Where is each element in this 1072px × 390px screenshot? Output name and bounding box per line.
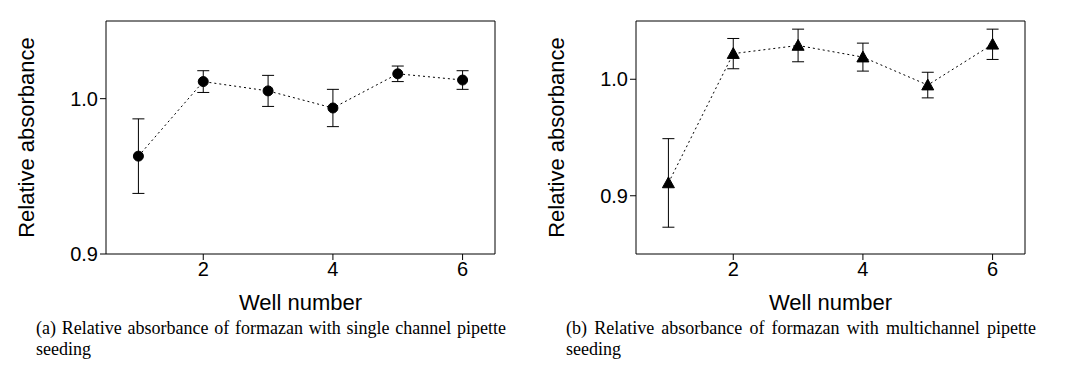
svg-text:0.9: 0.9 bbox=[70, 243, 98, 265]
svg-text:4: 4 bbox=[857, 258, 868, 280]
svg-text:Relative absorbance: Relative absorbance bbox=[14, 37, 39, 238]
svg-text:1.0: 1.0 bbox=[70, 88, 98, 110]
svg-text:0.9: 0.9 bbox=[600, 185, 628, 207]
svg-text:6: 6 bbox=[457, 258, 468, 280]
html-text:(b) Relative absorbance of for: (b) Relative absorbance of formazan with… bbox=[566, 318, 1036, 359]
svg-text:4: 4 bbox=[327, 258, 338, 280]
html-text:(a) Relative absorbance of for: (a) Relative absorbance of formazan with… bbox=[36, 318, 506, 359]
svg-text:1.0: 1.0 bbox=[600, 68, 628, 90]
svg-text:Well number: Well number bbox=[239, 290, 362, 315]
svg-text:2: 2 bbox=[198, 258, 209, 280]
svg-text:Well number: Well number bbox=[769, 290, 892, 315]
svg-text:2: 2 bbox=[728, 258, 739, 280]
svg-text:Relative absorbance: Relative absorbance bbox=[544, 37, 569, 238]
svg-text:6: 6 bbox=[987, 258, 998, 280]
